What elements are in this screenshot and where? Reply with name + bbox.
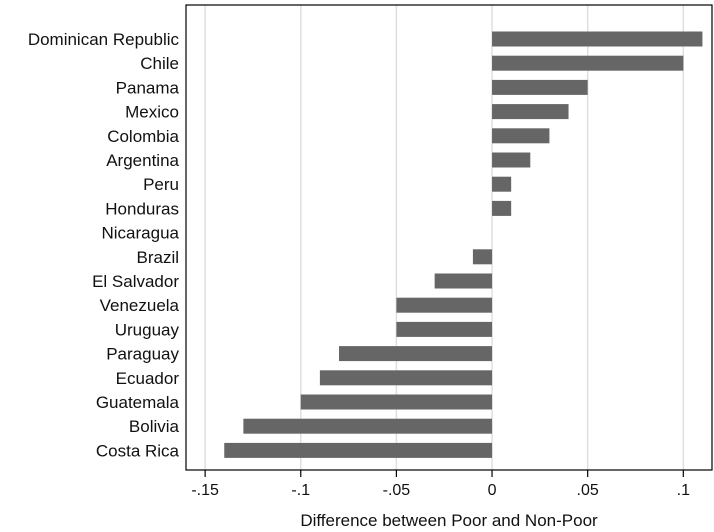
bar — [492, 31, 703, 47]
bars — [224, 31, 703, 458]
category-label: Mexico — [125, 103, 179, 122]
x-tick-label: -.15 — [191, 482, 219, 499]
category-label: Peru — [143, 175, 179, 194]
category-label: Brazil — [136, 248, 179, 267]
category-label: Paraguay — [106, 345, 179, 364]
plot-frame — [185, 4, 713, 471]
bar — [472, 249, 493, 265]
x-tick-label: -.05 — [383, 482, 411, 499]
category-label: Argentina — [106, 151, 179, 170]
bar — [492, 176, 512, 192]
category-label: Dominican Republic — [28, 30, 180, 49]
bar — [339, 346, 493, 362]
bar — [492, 79, 588, 95]
bar — [492, 55, 684, 71]
bar — [492, 200, 512, 216]
bar — [492, 128, 550, 144]
bar — [243, 418, 493, 434]
x-tick-label: 0 — [488, 482, 497, 499]
category-label: Bolivia — [129, 417, 180, 436]
category-label: Colombia — [107, 127, 179, 146]
category-label: Guatemala — [96, 393, 180, 412]
category-label: Honduras — [105, 199, 179, 218]
bar — [396, 321, 493, 337]
category-label: Venezuela — [100, 296, 180, 315]
x-axis-title: Difference between Poor and Non-Poor — [300, 511, 598, 530]
bar — [434, 273, 493, 289]
x-tick-label: .05 — [577, 482, 599, 499]
x-tick-label: -.1 — [291, 482, 310, 499]
bar — [396, 297, 493, 313]
category-label: Costa Rica — [96, 441, 180, 460]
category-label: Uruguay — [115, 320, 180, 339]
bar — [300, 394, 493, 410]
bar — [224, 442, 493, 458]
x-axis-ticks: -.15 -.1 -.05 0 .05 .1 — [191, 470, 690, 499]
bar — [319, 370, 493, 386]
bar — [492, 152, 531, 168]
category-labels: Dominican Republic Chile Panama Mexico Colom… — [28, 30, 180, 460]
category-label: Nicaragua — [102, 224, 180, 243]
x-tick-label: .1 — [677, 482, 690, 499]
category-label: Chile — [140, 54, 179, 73]
category-label: Panama — [116, 78, 180, 97]
category-label: El Salvador — [92, 272, 179, 291]
bar — [492, 104, 569, 120]
category-label: Ecuador — [116, 369, 180, 388]
